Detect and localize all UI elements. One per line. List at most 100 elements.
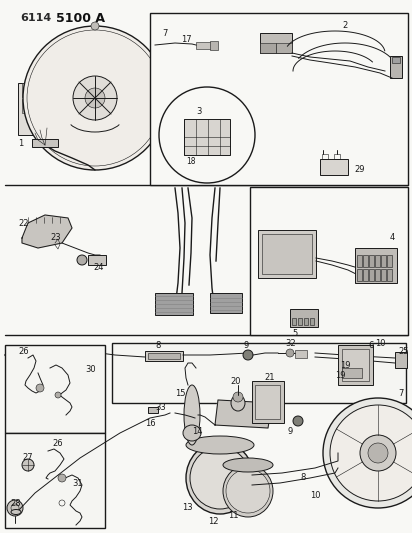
Circle shape xyxy=(22,459,34,471)
Ellipse shape xyxy=(186,436,254,454)
Text: 29: 29 xyxy=(354,166,365,174)
Bar xyxy=(357,255,362,267)
Text: 7: 7 xyxy=(162,28,167,37)
Bar xyxy=(290,309,318,327)
Text: 26: 26 xyxy=(18,346,28,356)
Bar xyxy=(342,368,362,378)
Circle shape xyxy=(293,416,303,426)
Text: 4: 4 xyxy=(390,232,395,241)
Bar xyxy=(148,407,158,413)
Bar xyxy=(310,318,314,325)
Bar xyxy=(260,43,276,53)
Ellipse shape xyxy=(190,447,250,509)
Bar xyxy=(363,269,368,281)
Bar xyxy=(150,13,408,185)
Bar xyxy=(145,351,183,361)
Text: 8: 8 xyxy=(155,342,160,351)
Bar xyxy=(392,57,400,63)
Bar xyxy=(357,269,362,281)
Circle shape xyxy=(85,88,105,108)
Bar xyxy=(260,33,292,53)
Bar xyxy=(276,43,292,53)
Ellipse shape xyxy=(231,395,245,411)
Circle shape xyxy=(330,405,412,501)
Text: 10: 10 xyxy=(310,490,321,499)
Text: 5: 5 xyxy=(292,328,297,337)
Text: 11: 11 xyxy=(228,511,239,520)
Text: 15: 15 xyxy=(175,389,185,398)
Text: 24: 24 xyxy=(93,263,103,272)
Text: 22: 22 xyxy=(18,219,28,228)
Ellipse shape xyxy=(66,82,94,104)
Bar xyxy=(387,269,392,281)
Bar xyxy=(387,255,392,267)
Bar xyxy=(22,83,36,97)
Text: 5100 A: 5100 A xyxy=(56,12,105,25)
Ellipse shape xyxy=(99,82,127,104)
Bar xyxy=(210,41,218,50)
Ellipse shape xyxy=(5,352,19,358)
Circle shape xyxy=(233,392,243,402)
Circle shape xyxy=(368,443,388,463)
Bar xyxy=(295,350,307,358)
Text: 8: 8 xyxy=(300,473,305,482)
Text: 32: 32 xyxy=(285,338,296,348)
Circle shape xyxy=(58,474,66,482)
Polygon shape xyxy=(215,400,272,428)
Circle shape xyxy=(77,255,87,265)
Bar xyxy=(322,154,328,159)
Text: 10: 10 xyxy=(375,338,386,348)
Text: 16: 16 xyxy=(145,418,156,427)
Polygon shape xyxy=(22,215,72,248)
Bar xyxy=(375,269,380,281)
Text: 27: 27 xyxy=(22,454,33,463)
Ellipse shape xyxy=(223,458,273,472)
Text: 13: 13 xyxy=(182,504,193,513)
Bar xyxy=(338,345,373,385)
Ellipse shape xyxy=(226,469,270,513)
Bar xyxy=(395,352,407,368)
Text: 2: 2 xyxy=(342,20,347,29)
Bar xyxy=(250,187,408,335)
Bar xyxy=(262,234,312,274)
Circle shape xyxy=(55,392,61,398)
Bar xyxy=(334,154,340,159)
Bar xyxy=(38,99,52,113)
Text: 9: 9 xyxy=(244,341,249,350)
Bar xyxy=(252,381,284,423)
Text: 31: 31 xyxy=(72,479,83,488)
Text: 30: 30 xyxy=(85,366,96,375)
Text: 6114: 6114 xyxy=(20,13,51,23)
Text: 18: 18 xyxy=(186,157,196,166)
Bar xyxy=(184,119,230,155)
Bar xyxy=(381,255,386,267)
Bar xyxy=(381,269,386,281)
Text: 17: 17 xyxy=(181,35,192,44)
Text: 6: 6 xyxy=(368,341,373,350)
Text: 23: 23 xyxy=(50,232,61,241)
Bar xyxy=(390,56,402,78)
Text: 19: 19 xyxy=(340,360,351,369)
Text: 25: 25 xyxy=(398,346,409,356)
Circle shape xyxy=(91,22,99,30)
Bar xyxy=(88,255,106,265)
Circle shape xyxy=(360,435,396,471)
Bar xyxy=(38,83,52,97)
Bar xyxy=(22,99,36,113)
Text: 21: 21 xyxy=(264,374,274,383)
Bar xyxy=(210,293,242,313)
Ellipse shape xyxy=(183,425,201,441)
Ellipse shape xyxy=(186,442,254,514)
Bar xyxy=(342,349,369,381)
Text: 26: 26 xyxy=(52,439,63,448)
Bar xyxy=(292,318,296,325)
Bar xyxy=(304,318,308,325)
Bar xyxy=(196,42,214,49)
Circle shape xyxy=(23,26,167,170)
Text: 14: 14 xyxy=(192,426,203,435)
Text: 33: 33 xyxy=(155,403,166,413)
Bar xyxy=(298,318,302,325)
Ellipse shape xyxy=(223,465,273,517)
Bar xyxy=(148,353,180,359)
Text: 20: 20 xyxy=(230,376,241,385)
